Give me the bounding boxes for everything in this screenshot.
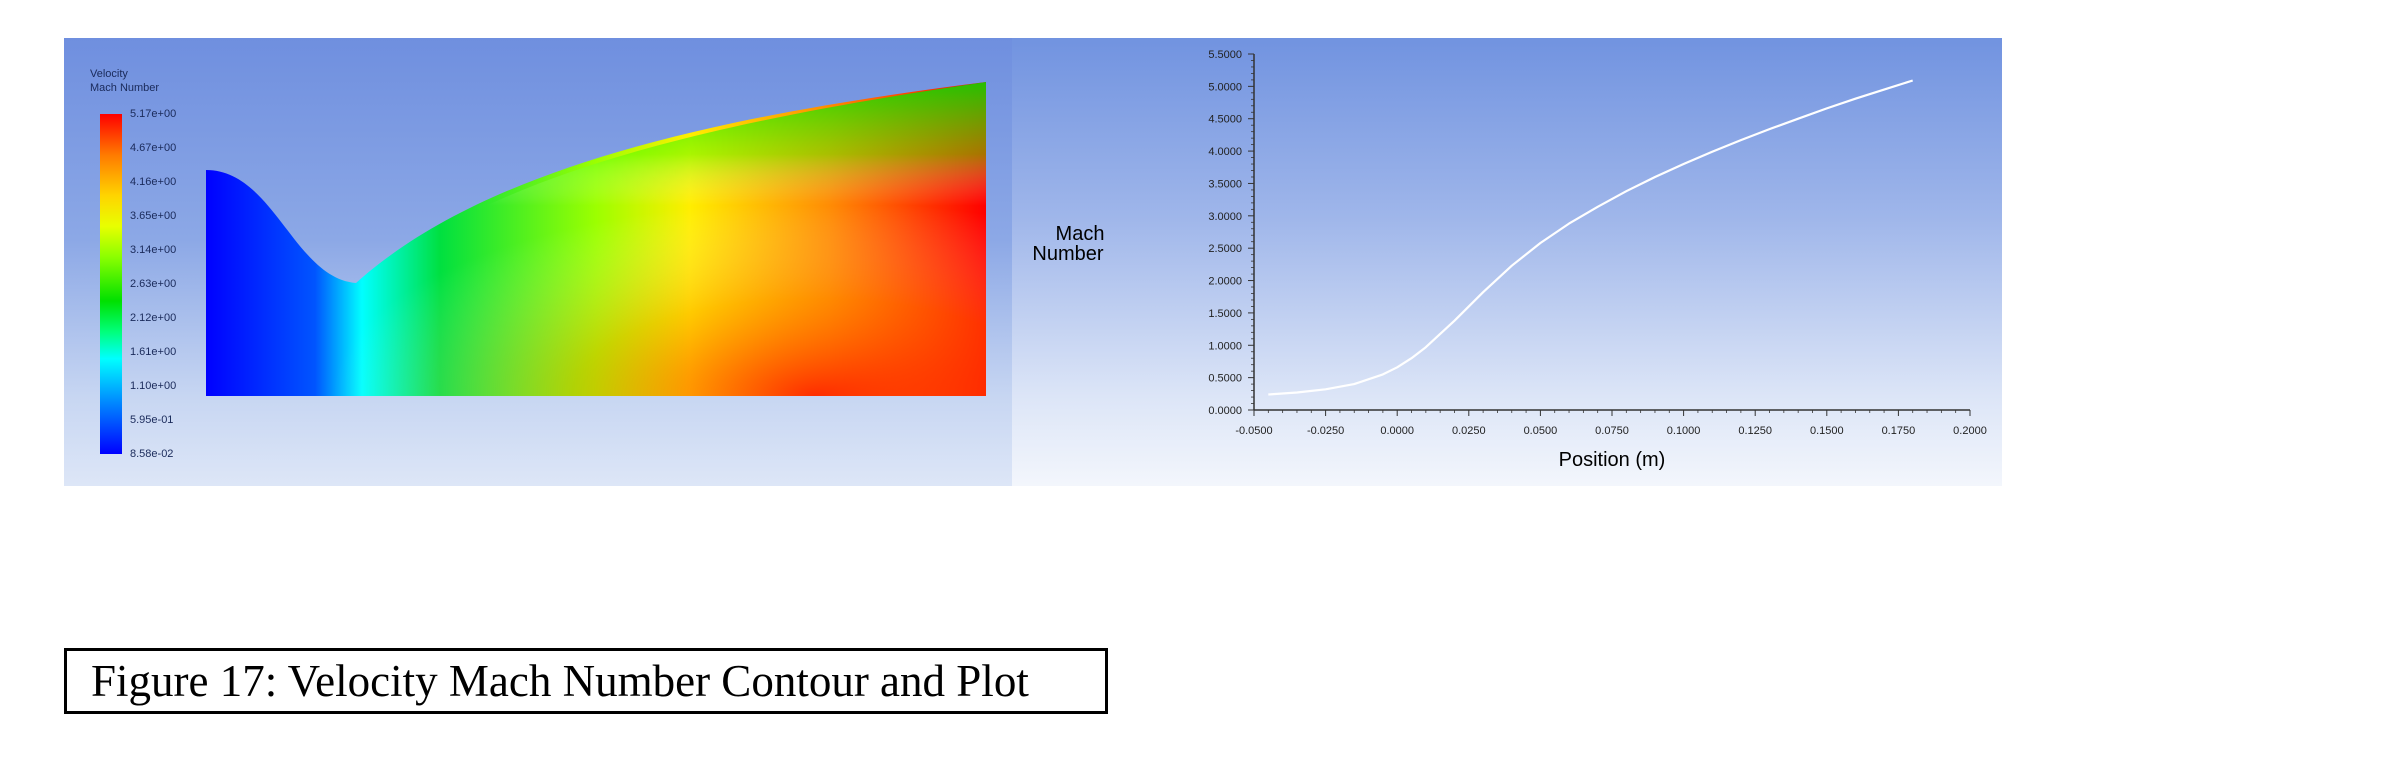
colorbar-label: 1.61e+00 [130,346,177,358]
colorbar-label: 4.67e+00 [130,142,177,154]
y-tick-label: 3.5000 [1208,178,1242,190]
y-tick-label: 5.0000 [1208,81,1242,93]
axes [1248,53,1971,416]
x-tick-label: 0.0750 [1595,425,1629,437]
colorbar-label: 1.10e+00 [130,380,177,392]
x-tick-label: 0.1000 [1667,425,1701,437]
x-tick-label: 0.0250 [1452,425,1486,437]
x-tick-label: -0.0500 [1235,425,1272,437]
y-tick-label: 3.0000 [1208,211,1242,223]
y-tick-label: 4.0000 [1208,146,1242,158]
y-axis-label-line2: Number [1032,243,1103,265]
colorbar-label: 3.14e+00 [130,244,177,256]
y-tick-label: 1.0000 [1208,340,1242,352]
colorbar-label: 5.95e-01 [130,414,174,426]
y-tick-label: 0.5000 [1208,373,1242,385]
colorbar [100,114,122,454]
x-tick-label: 0.0500 [1524,425,1558,437]
x-tick-label: 0.0000 [1380,425,1414,437]
contour-plot [206,82,986,396]
plot-panel: Mach Number Position (m) 0.0000 0.5000 1.0… [1012,38,2002,486]
colorbar-label: 2.12e+00 [130,312,177,324]
x-tick-label: 0.2000 [1953,425,1987,437]
x-tick-label: 0.1500 [1810,425,1844,437]
nozzle-wall-overlay [404,82,986,288]
y-tick-label: 0.0000 [1208,405,1242,417]
y-tick-label: 5.5000 [1208,49,1242,61]
tick-labels: 0.0000 0.5000 1.0000 1.5000 2.0000 2.5000 3.00… [1208,49,1986,437]
x-tick-label: 0.1750 [1882,425,1916,437]
y-tick-label: 4.5000 [1208,114,1242,126]
mach-number-line [1268,79,1914,396]
series-layer [1268,79,1914,396]
y-tick-label: 2.5000 [1208,243,1242,255]
y-tick-label: 1.5000 [1208,308,1242,320]
colorbar-label: 2.63e+00 [130,278,177,290]
colorbar-label: 3.65e+00 [130,210,177,222]
y-axis-label-line1: Mach [1056,223,1105,245]
x-tick-label: -0.0250 [1307,425,1344,437]
legend-title-line2: Mach Number [90,82,160,94]
figure-panel: Velocity Mach Number 5.17e+00 4.67e+00 4.1… [64,38,2002,486]
x-axis-label: Position (m) [1559,449,1666,471]
figure-caption: Figure 17: Velocity Mach Number Contour … [64,648,1108,714]
colorbar-label: 8.58e-02 [130,448,174,460]
y-tick-label: 2.0000 [1208,276,1242,288]
colorbar-label: 5.17e+00 [130,108,177,120]
contour-panel: Velocity Mach Number 5.17e+00 4.67e+00 4.1… [64,38,1012,486]
colorbar-label: 4.16e+00 [130,176,177,188]
x-tick-label: 0.1250 [1738,425,1772,437]
legend-title-line1: Velocity [90,68,128,80]
line-chart: Mach Number Position (m) 0.0000 0.5000 1.0… [1032,49,1986,471]
